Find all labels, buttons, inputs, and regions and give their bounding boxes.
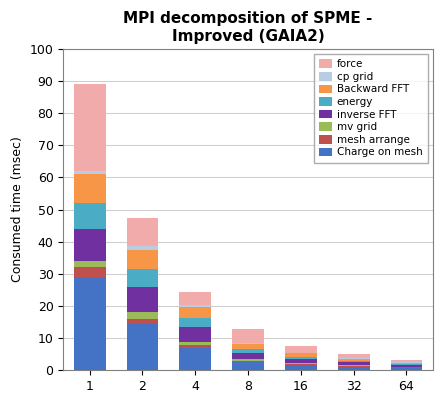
Bar xyxy=(74,203,106,229)
Bar xyxy=(391,368,422,370)
Bar xyxy=(74,84,106,171)
Bar xyxy=(232,329,264,343)
Bar xyxy=(338,361,369,362)
Bar xyxy=(74,261,106,267)
Bar xyxy=(179,305,211,307)
Title: MPI decomposition of SPME -
Improved (GAIA2): MPI decomposition of SPME - Improved (GA… xyxy=(123,11,373,44)
Bar xyxy=(232,360,264,362)
Bar xyxy=(232,362,264,370)
Bar xyxy=(179,345,211,348)
Bar xyxy=(391,363,422,364)
Bar xyxy=(179,327,211,342)
Bar xyxy=(179,342,211,345)
Bar xyxy=(285,364,317,365)
Bar xyxy=(285,354,317,357)
Bar xyxy=(338,362,369,365)
Bar xyxy=(338,359,369,361)
Bar xyxy=(74,171,106,174)
Bar xyxy=(391,367,422,368)
Bar xyxy=(285,357,317,359)
Bar xyxy=(127,217,159,246)
Bar xyxy=(127,312,159,319)
Bar xyxy=(74,267,106,277)
Bar xyxy=(127,324,159,370)
Bar xyxy=(127,286,159,312)
Y-axis label: Consumed time (msec): Consumed time (msec) xyxy=(11,137,24,282)
Bar xyxy=(179,292,211,305)
Bar xyxy=(285,363,317,364)
Bar xyxy=(179,307,211,318)
Bar xyxy=(127,250,159,269)
Bar xyxy=(127,319,159,324)
Bar xyxy=(179,318,211,327)
Bar xyxy=(391,364,422,365)
Bar xyxy=(285,353,317,354)
Bar xyxy=(232,343,264,345)
Bar xyxy=(232,345,264,349)
Bar xyxy=(179,348,211,370)
Bar xyxy=(285,359,317,363)
Bar xyxy=(391,360,422,362)
Bar xyxy=(232,353,264,359)
Bar xyxy=(391,365,422,367)
Bar xyxy=(127,246,159,250)
Bar xyxy=(285,365,317,370)
Bar xyxy=(127,269,159,286)
Bar xyxy=(338,365,369,366)
Bar xyxy=(74,174,106,203)
Bar xyxy=(74,229,106,261)
Bar xyxy=(338,358,369,359)
Bar xyxy=(74,277,106,370)
Bar xyxy=(338,366,369,367)
Bar xyxy=(338,367,369,370)
Legend: force, cp grid, Backward FFT, energy, inverse FFT, mv grid, mesh arrange, Charge: force, cp grid, Backward FFT, energy, in… xyxy=(314,54,428,163)
Bar xyxy=(338,354,369,358)
Bar xyxy=(232,359,264,360)
Bar xyxy=(232,349,264,353)
Bar xyxy=(285,346,317,353)
